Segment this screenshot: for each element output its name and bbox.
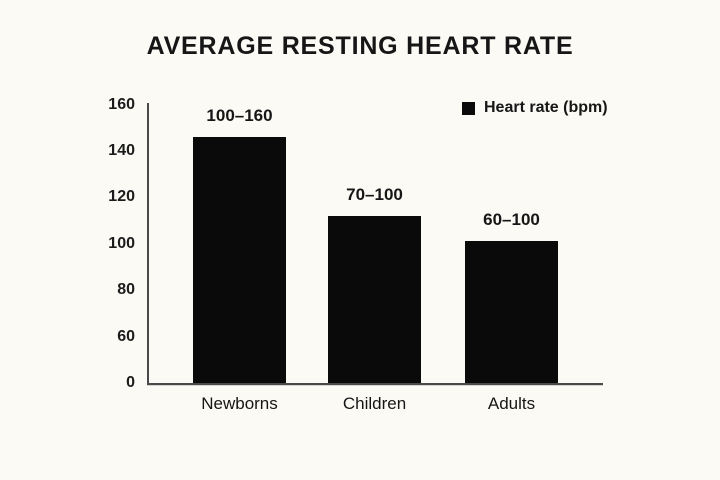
y-axis-tick-label: 0 (126, 374, 135, 391)
y-axis-tick-label: 60 (117, 327, 135, 345)
x-axis-category-label: Adults (487, 394, 536, 413)
chart-title: AVERAGE RESTING HEART RATE (146, 32, 574, 60)
bar-value-label: 60–100 (483, 210, 540, 230)
legend-swatch-icon (462, 101, 475, 115)
bar-children (328, 215, 421, 383)
bar-value-label: 100–160 (206, 106, 273, 126)
bar-value-label: 70–100 (346, 184, 403, 204)
bar-newborns (193, 137, 286, 383)
legend: Heart rate (bpm) (462, 99, 608, 117)
y-axis-line (147, 103, 149, 385)
y-axis-tick-label: 120 (108, 188, 135, 206)
x-axis-category-label: Children (342, 394, 407, 413)
y-axis-tick-label: 80 (117, 281, 135, 299)
x-axis-category-label: Newborns (201, 394, 278, 413)
y-axis-tick-label: 160 (108, 95, 135, 113)
y-axis-tick-label: 100 (108, 234, 135, 252)
y-axis-tick-label: 140 (108, 142, 135, 159)
legend-label: Heart rate (bpm) (484, 99, 608, 116)
bar-adults (465, 241, 558, 383)
x-axis-line (147, 383, 603, 385)
